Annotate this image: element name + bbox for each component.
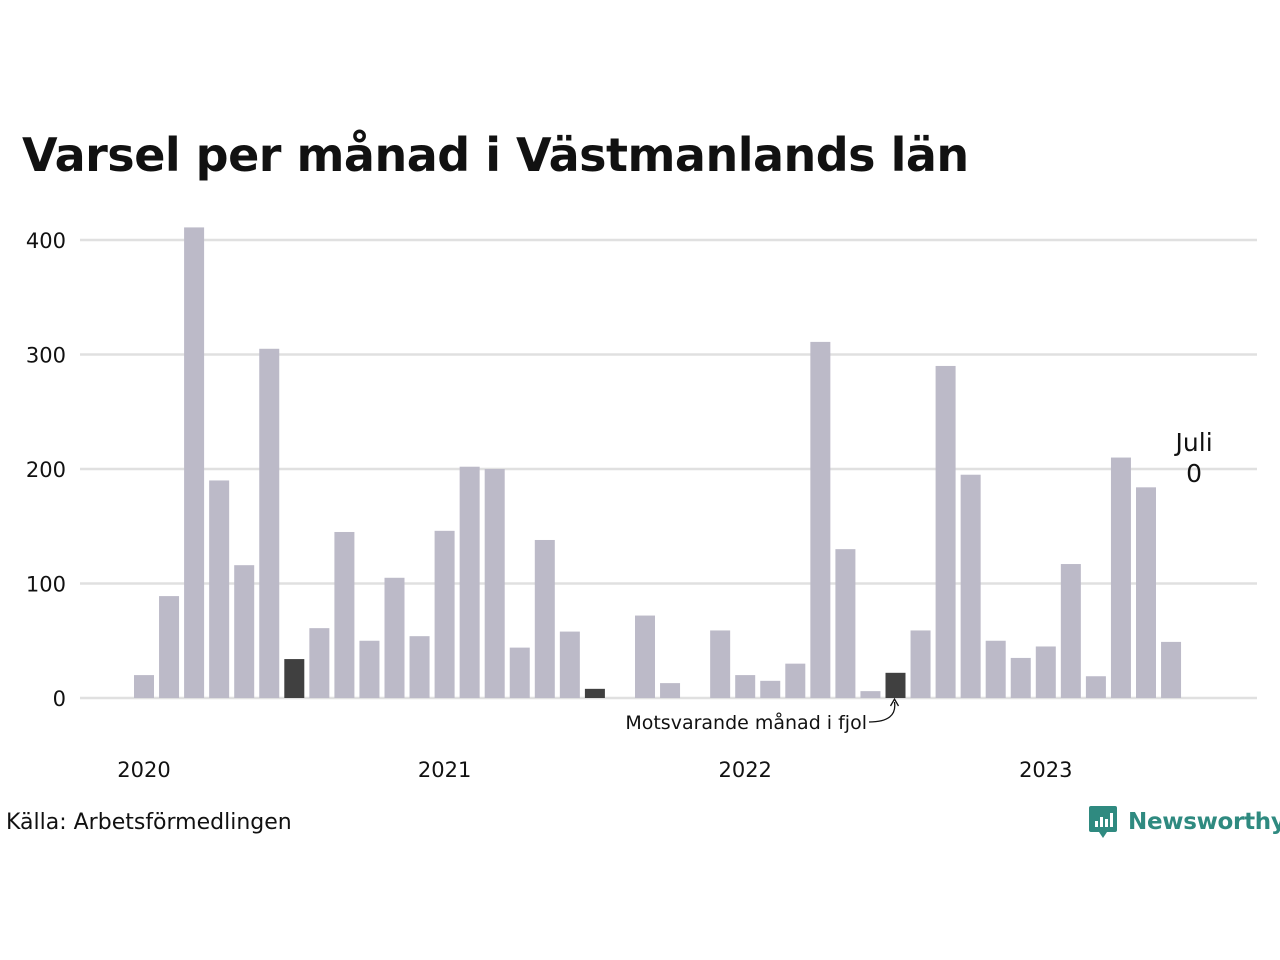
- bar: [1085, 676, 1106, 698]
- y-tick-label: 200: [26, 458, 66, 482]
- bar: [1010, 657, 1031, 698]
- x-tick-label: 2021: [418, 758, 471, 782]
- bar: [1110, 457, 1131, 698]
- highlight-note: Motsvarande månad i fjol: [625, 711, 867, 734]
- bar: [860, 691, 881, 698]
- bar: [259, 348, 280, 698]
- y-tick-label: 100: [26, 573, 66, 597]
- x-tick-label: 2023: [1019, 758, 1072, 782]
- bar: [1136, 487, 1156, 698]
- bar: [134, 675, 154, 698]
- bar: [334, 531, 355, 698]
- bar-highlighted: [284, 659, 305, 698]
- bar: [735, 675, 756, 698]
- y-tick-label: 400: [26, 229, 66, 253]
- bar: [785, 663, 806, 698]
- bar: [559, 631, 580, 698]
- chart-title: Varsel per månad i Västmanlands län: [22, 128, 969, 182]
- bar: [710, 630, 731, 698]
- x-axis-ticks: 2020 2021 2022 2023: [117, 758, 1072, 782]
- bar: [384, 577, 405, 698]
- bar: [359, 640, 380, 698]
- bar: [635, 615, 655, 698]
- newsworthy-logo-icon: [1089, 806, 1117, 838]
- bar: [660, 683, 681, 698]
- x-tick-label: 2022: [718, 758, 771, 782]
- annotation-arrowhead: [889, 697, 900, 707]
- bar: [159, 596, 180, 698]
- brand-name: Newsworthy: [1128, 809, 1280, 835]
- y-axis-ticks: 0 100 200 300 400: [26, 229, 66, 711]
- bar: [534, 539, 555, 698]
- bar: [184, 227, 205, 698]
- bar: [935, 365, 956, 698]
- bar: [810, 341, 831, 698]
- bar: [434, 530, 455, 698]
- source-note: Källa: Arbetsförmedlingen: [6, 810, 292, 835]
- bar: [484, 469, 505, 698]
- bar: [1161, 641, 1182, 698]
- bar-highlighted: [584, 688, 605, 698]
- bar: [509, 647, 530, 698]
- bar: [835, 549, 856, 698]
- last-month-label: Juli: [1174, 428, 1213, 457]
- bar: [209, 480, 230, 698]
- bar: [234, 565, 255, 698]
- bar: [910, 630, 931, 698]
- last-month-value: 0: [1186, 459, 1202, 488]
- bar: [760, 680, 781, 698]
- bar-highlighted: [885, 672, 906, 698]
- x-tick-label: 2020: [117, 758, 170, 782]
- brand-logo: Newsworthy: [1088, 804, 1280, 840]
- bar: [1060, 564, 1081, 698]
- y-tick-label: 0: [53, 687, 66, 711]
- bar: [985, 640, 1006, 698]
- bar: [1035, 646, 1056, 698]
- bar: [309, 628, 330, 698]
- bar: [409, 636, 430, 698]
- y-tick-label: 300: [26, 344, 66, 368]
- annotation-arrow: [868, 701, 896, 723]
- bars: [134, 227, 1182, 698]
- bar: [459, 466, 480, 698]
- bar: [960, 474, 981, 698]
